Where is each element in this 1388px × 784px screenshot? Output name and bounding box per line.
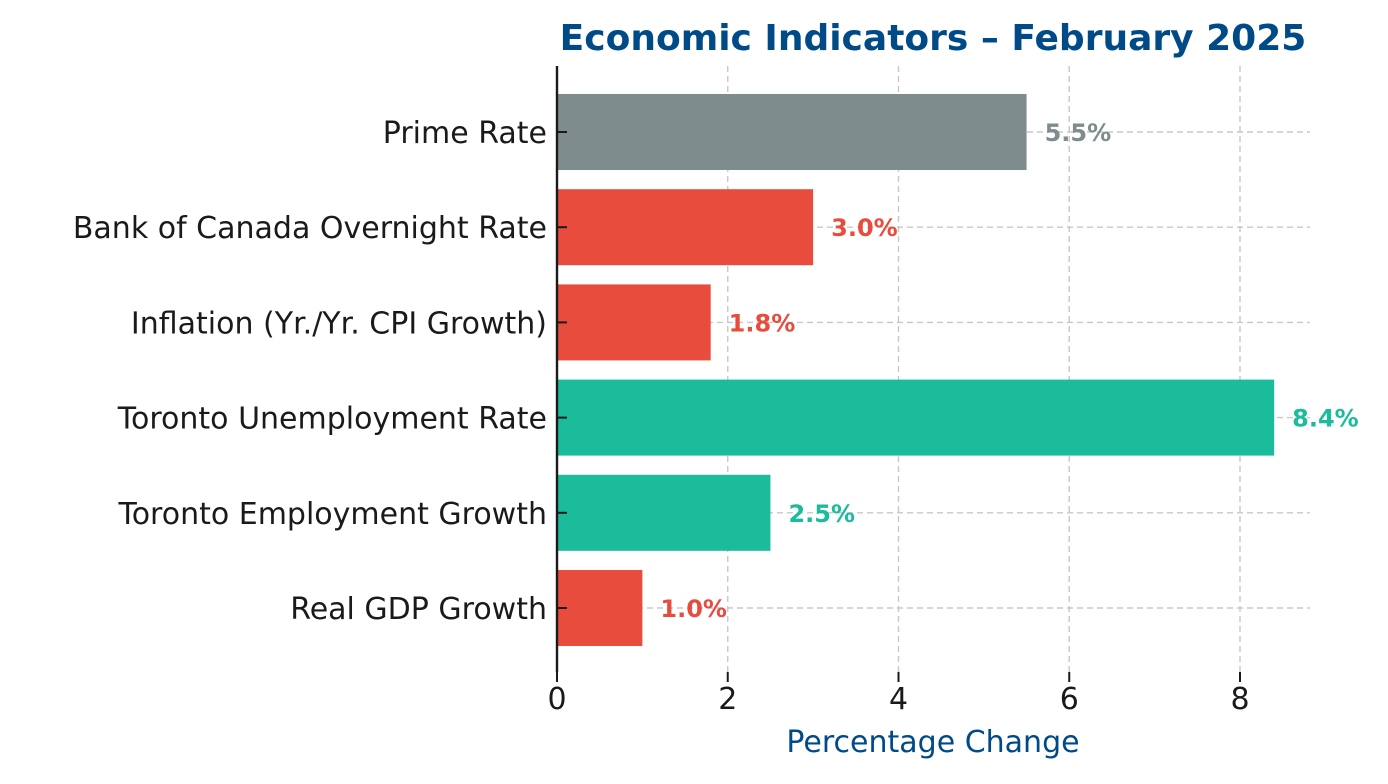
labels: 5.5% Prime Rate 3.0% Bank of Canada Overnig… bbox=[73, 116, 1359, 717]
value-label: 1.8% bbox=[729, 309, 796, 337]
bar bbox=[557, 474, 771, 551]
bar bbox=[557, 570, 643, 646]
category-label: Real GDP Growth bbox=[290, 592, 547, 627]
category-label: Prime Rate bbox=[383, 116, 547, 151]
bar bbox=[557, 189, 814, 266]
x-axis-title: Percentage Change bbox=[786, 725, 1079, 760]
category-label: Toronto Unemployment Rate bbox=[117, 402, 547, 437]
x-tick-label: 2 bbox=[718, 682, 737, 717]
x-tick-label: 0 bbox=[547, 682, 566, 717]
category-label: Toronto Employment Growth bbox=[117, 497, 547, 532]
chart-title: Economic Indicators – February 2025 bbox=[560, 18, 1307, 59]
bar bbox=[557, 94, 1027, 170]
bar bbox=[557, 284, 711, 361]
category-label: Bank of Canada Overnight Rate bbox=[73, 211, 547, 246]
x-tick-label: 8 bbox=[1230, 682, 1249, 717]
axes bbox=[555, 66, 1241, 682]
value-label: 5.5% bbox=[1045, 119, 1112, 147]
value-label: 8.4% bbox=[1292, 405, 1359, 433]
category-label: Inflation (Yr./Yr. CPI Growth) bbox=[131, 306, 547, 341]
bar bbox=[557, 379, 1275, 456]
x-tick-label: 6 bbox=[1060, 682, 1079, 717]
value-label: 2.5% bbox=[788, 500, 855, 528]
value-label: 3.0% bbox=[831, 214, 898, 242]
x-tick-label: 4 bbox=[889, 682, 908, 717]
value-label: 1.0% bbox=[660, 595, 727, 623]
bars bbox=[557, 94, 1275, 646]
